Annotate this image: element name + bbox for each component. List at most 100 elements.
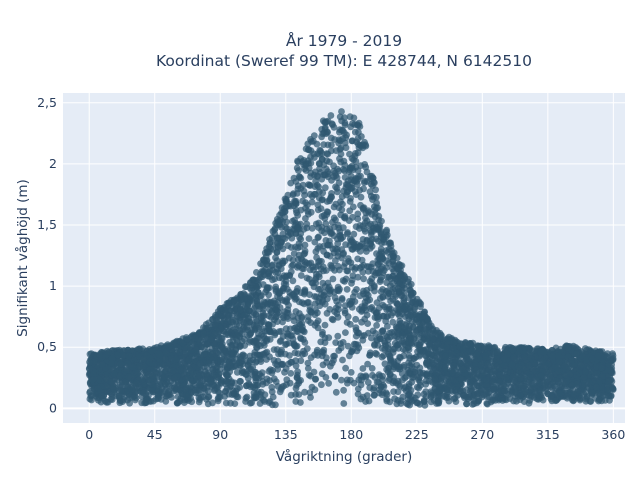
data-point — [312, 376, 319, 383]
data-point — [330, 356, 337, 364]
data-point — [364, 379, 372, 386]
data-point — [287, 179, 295, 187]
data-point — [408, 397, 416, 405]
data-point — [417, 381, 424, 389]
data-point — [275, 289, 282, 296]
data-point — [568, 396, 576, 404]
data-point — [499, 397, 506, 404]
data-point — [339, 233, 347, 241]
data-point — [568, 357, 575, 364]
data-point — [420, 309, 428, 316]
data-point — [418, 320, 426, 328]
data-point — [305, 210, 312, 218]
data-point — [405, 352, 413, 359]
data-point — [358, 256, 366, 264]
data-point — [233, 332, 241, 339]
data-point — [277, 386, 285, 393]
data-point — [286, 272, 293, 279]
data-point — [260, 305, 267, 313]
data-point — [287, 202, 294, 210]
data-point — [330, 214, 338, 222]
data-point — [354, 215, 362, 223]
data-point — [177, 366, 185, 374]
data-point — [327, 134, 335, 142]
data-point — [411, 304, 419, 311]
data-point — [386, 282, 394, 289]
data-point — [315, 258, 322, 266]
data-point — [340, 386, 347, 394]
data-point — [318, 156, 326, 163]
data-point — [326, 306, 334, 313]
data-point — [114, 351, 121, 359]
data-point — [341, 139, 349, 147]
data-point — [289, 277, 297, 285]
data-point — [451, 394, 459, 402]
data-point — [301, 191, 308, 199]
data-point — [401, 273, 409, 281]
data-point — [152, 395, 160, 403]
data-point — [440, 392, 448, 400]
data-point — [279, 360, 287, 368]
data-point — [295, 262, 303, 270]
data-point — [252, 311, 260, 318]
data-point — [201, 350, 208, 358]
data-point — [362, 372, 370, 380]
data-point — [339, 200, 346, 208]
data-point — [257, 292, 265, 299]
data-point — [267, 309, 275, 317]
data-point — [344, 313, 352, 321]
data-point — [358, 303, 366, 310]
data-point — [268, 369, 276, 377]
data-point — [394, 285, 402, 292]
data-point — [262, 299, 269, 307]
data-point — [231, 400, 239, 407]
data-point — [354, 167, 362, 175]
data-point — [413, 316, 420, 323]
data-point — [405, 359, 413, 366]
data-point — [304, 359, 312, 367]
data-point — [340, 187, 347, 195]
data-point — [122, 378, 129, 386]
data-point — [396, 320, 403, 328]
data-point — [386, 354, 394, 362]
data-point — [471, 392, 479, 399]
data-point — [320, 141, 328, 149]
data-point — [212, 321, 219, 329]
data-point — [308, 198, 316, 206]
data-point — [288, 262, 296, 270]
data-point — [354, 134, 362, 142]
data-point — [508, 361, 516, 368]
data-point — [331, 372, 339, 380]
data-point — [319, 331, 326, 338]
data-point — [358, 318, 365, 326]
data-point — [240, 335, 248, 343]
data-point — [314, 173, 321, 181]
data-point — [196, 360, 204, 368]
data-point — [299, 197, 306, 205]
data-point — [329, 316, 337, 324]
data-point — [221, 388, 229, 396]
data-point — [330, 162, 337, 170]
data-point — [299, 181, 307, 189]
data-point — [335, 139, 343, 147]
data-point — [595, 396, 603, 404]
data-point — [222, 399, 230, 407]
data-point — [561, 362, 569, 370]
data-point — [287, 230, 295, 238]
data-point — [269, 320, 276, 328]
data-point — [428, 356, 436, 364]
data-point — [314, 206, 322, 214]
data-point — [407, 311, 414, 319]
data-point — [334, 332, 342, 340]
data-point — [207, 336, 215, 343]
data-point — [541, 381, 549, 389]
data-point — [500, 381, 508, 389]
data-point — [473, 399, 481, 407]
data-point — [145, 392, 152, 400]
data-point — [330, 123, 338, 131]
data-point — [368, 334, 375, 342]
data-point — [307, 372, 314, 380]
data-point — [341, 260, 349, 267]
data-point — [308, 224, 316, 232]
